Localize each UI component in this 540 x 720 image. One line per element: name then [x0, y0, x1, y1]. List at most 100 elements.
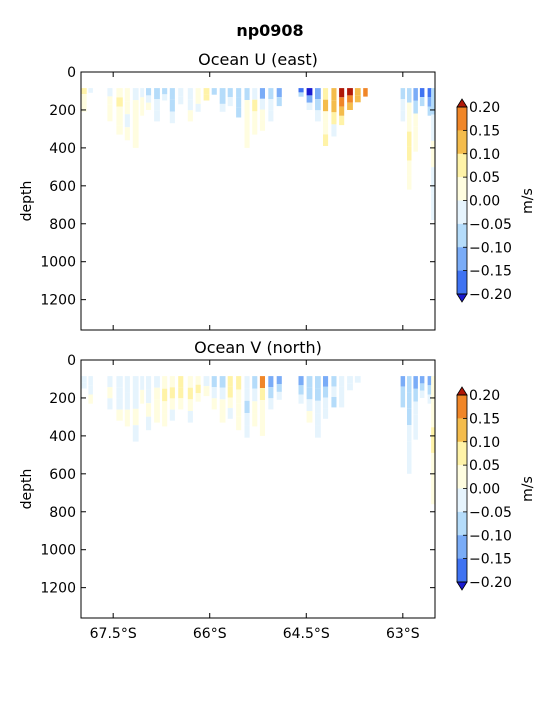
field-cell — [419, 97, 425, 107]
colorbar-tick-label: 0.05 — [469, 170, 500, 186]
field-cell — [107, 398, 113, 410]
field-cell — [107, 387, 113, 399]
field-cell — [88, 394, 93, 404]
field-cell — [132, 135, 139, 148]
field-cell — [315, 99, 321, 111]
field-cell — [323, 386, 329, 398]
field-cell — [178, 376, 184, 388]
colorbar-segment — [457, 130, 467, 155]
field-cell — [227, 97, 233, 107]
field-cell — [178, 398, 184, 410]
field-cell — [107, 96, 113, 105]
field-cell — [81, 94, 87, 100]
y-tick-label: 400 — [49, 141, 76, 157]
field-cell — [203, 94, 210, 101]
field-cell — [276, 376, 282, 384]
panel-ocean-u: Ocean U (east) 0 200 400 600 800 1000 1200 dep… — [19, 50, 536, 331]
field-cell — [268, 376, 274, 388]
field-cell — [407, 88, 412, 103]
colorbar-tick-label: −0.15 — [469, 264, 512, 280]
field-cell — [162, 413, 168, 427]
field-cell — [236, 416, 242, 431]
field-cell — [140, 389, 145, 404]
colorbar-u: 0.20 0.15 0.10 0.05 0.00 −0.05 −0.10 −0.15 −0.20 — [456, 98, 512, 303]
colorbar-tick-label: 0.00 — [469, 194, 500, 210]
field-cell — [81, 376, 87, 383]
field-cell — [413, 388, 418, 402]
field-cell — [236, 97, 242, 108]
colorbar-segment — [457, 558, 467, 583]
field-cell — [315, 388, 321, 401]
field-cell — [227, 397, 233, 409]
field-cell — [252, 401, 258, 414]
field-cell — [211, 88, 217, 95]
field-cell — [407, 160, 412, 176]
field-cell — [154, 411, 160, 423]
field-cell — [339, 97, 345, 107]
field-cell — [195, 376, 201, 385]
field-cell — [116, 409, 123, 421]
colorbar-segment — [457, 107, 467, 131]
field-cell — [140, 106, 145, 116]
field-cell — [347, 95, 353, 103]
field-cell — [81, 382, 87, 389]
field-cell — [413, 126, 418, 139]
field-cell — [339, 106, 345, 116]
field-cell — [107, 113, 113, 122]
field-cell — [124, 409, 130, 427]
field-cell — [298, 376, 304, 386]
field-cell — [268, 88, 274, 100]
panel-ocean-v: Ocean V (north) 0 200 400 600 800 1000 1200 67… — [19, 338, 536, 642]
field-cell — [187, 110, 193, 122]
field-cell — [431, 478, 435, 505]
field-cell — [347, 376, 353, 384]
field-cell — [88, 88, 93, 93]
plot-frame-u — [80, 71, 436, 331]
field-cell — [162, 388, 168, 402]
field-cell — [146, 416, 152, 431]
field-cell — [236, 389, 242, 404]
field-cell — [132, 112, 139, 124]
field-cell — [347, 88, 353, 96]
field-cell — [81, 88, 87, 94]
colorbar-segment — [457, 441, 467, 466]
field-cell — [407, 392, 412, 409]
field-cell — [427, 88, 433, 98]
field-cell — [116, 398, 123, 410]
field-cell — [244, 400, 250, 414]
field-cell — [116, 387, 123, 399]
field-cell — [331, 376, 337, 387]
field-cell — [107, 376, 113, 388]
field-cell — [315, 376, 321, 389]
colorbar-tick-label: 0.15 — [469, 411, 500, 427]
colorbar-tick-label: −0.05 — [469, 505, 512, 521]
field-cell — [419, 383, 425, 391]
field-cell — [323, 99, 329, 112]
field-cell — [227, 376, 233, 387]
field-cell — [315, 88, 321, 100]
colorbar-tick-label: −0.20 — [469, 287, 512, 303]
y-tick-label: 600 — [49, 179, 76, 195]
field-cell — [244, 388, 250, 401]
field-cell — [252, 388, 258, 402]
field-cell — [315, 413, 321, 426]
field-cell — [227, 408, 233, 419]
colorbar-segment — [457, 153, 467, 178]
colorbar-segment — [457, 511, 467, 536]
field-cell — [268, 387, 274, 399]
panel-title-v: Ocean V (north) — [194, 338, 322, 357]
field-cell — [419, 376, 425, 384]
colorbar-under-arrow — [456, 581, 468, 591]
field-cell — [339, 115, 345, 126]
field-cell — [431, 401, 435, 428]
y-axis-v: 0 200 400 600 800 1000 1200 — [40, 353, 435, 597]
field-cell — [323, 122, 329, 135]
colorbar-tick-label: 0.10 — [469, 147, 500, 163]
field-cell — [431, 88, 435, 115]
field-cell — [169, 88, 175, 100]
colorbar-segment — [457, 418, 467, 443]
field-cell — [236, 376, 242, 390]
field-cell — [413, 113, 418, 127]
field-cell — [154, 88, 160, 100]
